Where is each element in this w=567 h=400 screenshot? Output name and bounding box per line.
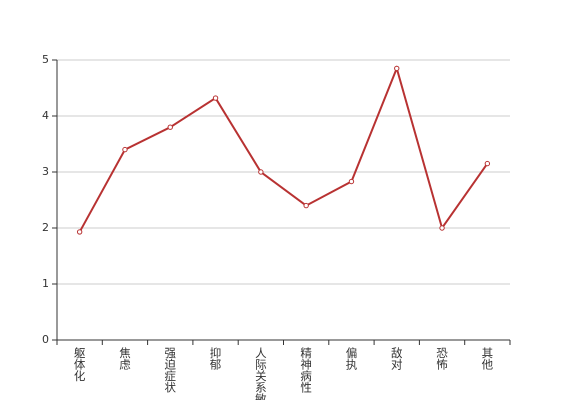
x-tick-label: 恐怖 — [435, 347, 449, 370]
point — [348, 178, 355, 185]
line — [78, 65, 489, 233]
x-tick-label: 敌对 — [390, 346, 404, 370]
point — [122, 146, 128, 153]
x-tick-label: 躯体化 — [73, 347, 87, 382]
x-tick-label: 精神病性 — [299, 347, 313, 394]
point — [303, 202, 309, 209]
point — [484, 160, 491, 167]
y-tick-label: 3 — [42, 165, 49, 178]
x-tick-label: 偏执 — [344, 346, 358, 371]
point — [439, 225, 445, 231]
y-tick-label: 1 — [42, 277, 49, 290]
point — [167, 124, 173, 130]
point — [76, 229, 83, 235]
x-tick-label: 强迫症状 — [163, 347, 177, 393]
y-tick-label: 2 — [42, 221, 49, 234]
x-tick-label: 人际关系敏感 — [254, 347, 268, 400]
point — [394, 65, 400, 72]
y-tick-label: 4 — [42, 109, 49, 122]
x-tick-label: 焦虑 — [118, 347, 132, 370]
x-tick-label: 抑郁 — [209, 346, 223, 370]
point — [212, 95, 219, 101]
y-tick-label: 5 — [42, 53, 49, 66]
point — [258, 169, 264, 175]
y-tick-label: 0 — [42, 333, 49, 346]
x-tick-label: 其他 — [480, 347, 494, 370]
